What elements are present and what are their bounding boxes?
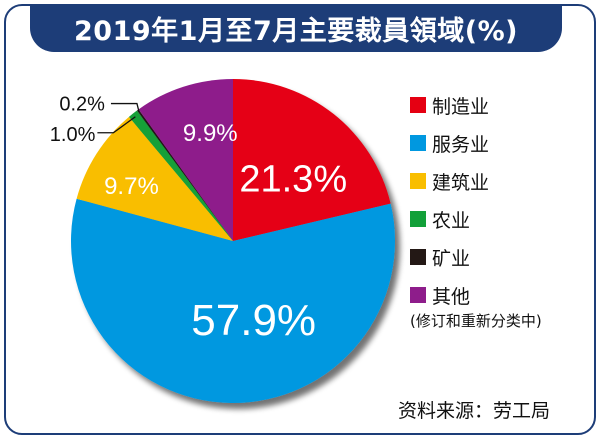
legend-label: 矿业 [432,247,471,270]
data-label-others: 9.9% [183,120,238,147]
data-label-agriculture: 1.0% [50,124,96,146]
source-note: 资料来源：劳工局 [398,400,551,422]
legend-label: 制造业 [432,95,490,118]
legend-item-manufacturing: 制造业 [410,92,590,118]
slice-agriculture [128,110,233,241]
legend-swatch [410,173,426,189]
title-banner: 2019年1月至7月主要裁員領域(%) [30,4,562,52]
slice-manufacturing [233,79,391,241]
data-label-construction: 9.7% [104,173,159,200]
slice-construction [76,116,233,241]
legend-label: 其他 [432,285,471,308]
legend-item-construction: 建筑业 [410,168,590,194]
data-label-mining: 0.2% [59,94,105,116]
slice-services [71,198,395,403]
legend-item-others: 其他 [410,282,590,308]
legend-note-others: (修订和重新分类中) [410,312,542,330]
legend-label: 建筑业 [432,171,490,194]
legend-swatch [410,97,426,113]
legend-item-mining: 矿业 [410,244,590,270]
legend-swatch [410,249,426,265]
legend-label: 农业 [432,209,471,232]
legend-label: 服务业 [432,133,490,156]
data-label-manufacturing: 21.3% [239,158,347,200]
slice-mining [136,109,233,242]
leader-line-agriculture [97,116,136,134]
leader-line-mining [110,102,140,112]
legend-swatch [410,135,426,151]
legend-item-agriculture: 农业 [410,206,590,232]
data-label-services: 57.9% [191,296,316,345]
legend-swatch [410,211,426,227]
legend-item-services: 服务业 [410,130,590,156]
chart-title: 2019年1月至7月主要裁員領域(%) [74,15,518,47]
slice-others [138,79,233,241]
legend-swatch [410,287,426,303]
legend: 制造业 服务业 建筑业 农业 矿业 其他 (修订和重新分类中) [410,92,590,331]
